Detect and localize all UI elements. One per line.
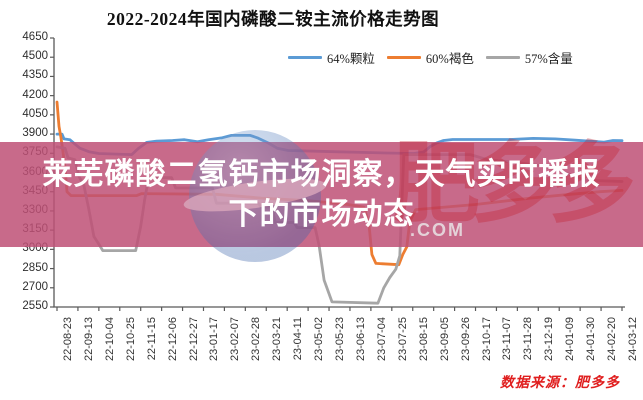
- x-axis-tick-label: 22-12-27: [187, 317, 200, 362]
- y-axis-tick-label: 4350: [22, 69, 48, 82]
- legend-line-swatch-gray: [485, 56, 520, 59]
- x-axis-tick-label: 23-11-28: [522, 317, 535, 361]
- x-axis-tick-label: 23-01-17: [208, 317, 221, 362]
- x-axis-tick-label: 24-01-09: [564, 317, 577, 362]
- chart-legend: 64%颗粒 60%褐色 57%含量: [288, 48, 581, 67]
- x-axis-tick-label: 23-04-11: [292, 317, 305, 361]
- legend-label: 60%褐色: [425, 52, 474, 66]
- x-axis-tick-label: 24-01-30: [585, 317, 598, 362]
- x-axis-tick-label: 22-09-13: [82, 317, 95, 362]
- x-axis-tick-label: 22-10-25: [124, 317, 137, 362]
- legend-label: 57%含量: [524, 52, 573, 66]
- y-axis-tick-label: 4650: [22, 31, 48, 43]
- headline-banner: 莱芜磷酸二氢钙市场洞察，天气实时播报 下的市场动态: [0, 142, 643, 247]
- x-axis-tick-label: 23-09-05: [438, 317, 451, 362]
- y-axis-tick-label: 4050: [22, 107, 48, 120]
- headline-banner-background: [0, 142, 643, 247]
- x-axis-tick-label: 23-05-02: [313, 317, 326, 362]
- x-axis-tick-label: 23-02-07: [229, 317, 242, 362]
- x-axis-tick-label: 22-11-15: [145, 317, 158, 361]
- x-axis-tick-label: 23-09-26: [459, 317, 472, 362]
- x-axis-tick-label: 22-08-23: [62, 317, 74, 362]
- x-axis-tick-label: 23-11-07: [501, 317, 514, 361]
- legend-line-swatch-orange: [386, 56, 421, 59]
- x-axis-tick-label: 24-02-20: [606, 317, 619, 362]
- x-axis-tick-label: 23-10-17: [480, 317, 493, 362]
- legend-item-57-content: 57%含量: [485, 48, 573, 67]
- x-axis-tick-label: 23-03-21: [271, 317, 284, 362]
- chart-title: 2022-2024年国内磷酸二铵主流价格走势图: [106, 9, 440, 29]
- x-axis-tick-label: 23-07-25: [396, 317, 409, 362]
- x-axis-tick-label: 23-02-28: [250, 317, 263, 362]
- headline-line-2: 下的市场动态: [228, 197, 415, 231]
- legend-label: 64%颗粒: [327, 52, 375, 66]
- x-axis-tick-label: 23-07-04: [375, 317, 388, 362]
- y-axis-tick-label: 2550: [22, 300, 48, 312]
- x-axis-tick-label: 24-03-12: [627, 317, 639, 362]
- y-axis-tick-label: 4200: [22, 88, 48, 101]
- y-axis-tick-label: 2850: [22, 261, 48, 274]
- y-axis-tick-label: 3900: [22, 127, 48, 140]
- y-axis-tick-label: 4500: [22, 50, 48, 63]
- x-axis-tick-label: 22-10-04: [103, 317, 116, 362]
- x-axis-tick-label: 23-05-23: [334, 317, 347, 362]
- legend-line-swatch-blue: [288, 56, 322, 59]
- data-source-note: 数据来源：肥多多: [500, 376, 620, 391]
- x-axis-tick-label: 23-12-19: [543, 317, 556, 362]
- legend-item-60-brown: 60%褐色: [386, 48, 474, 67]
- legend-item-64-granule: 64%颗粒: [288, 48, 375, 67]
- y-axis-tick-label: 2700: [22, 280, 48, 293]
- x-axis-tick-label: 23-06-13: [354, 317, 367, 362]
- headline-line-1: 莱芜磷酸二氢钙市场洞察，天气实时播报: [42, 157, 601, 191]
- x-axis-tick-label: 23-08-15: [417, 317, 430, 362]
- x-axis-tick-label: 22-12-06: [166, 317, 179, 362]
